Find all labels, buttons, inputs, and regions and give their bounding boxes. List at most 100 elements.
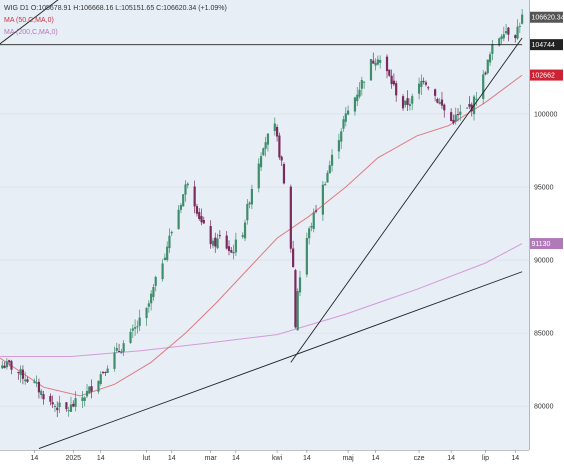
candle-up xyxy=(486,59,489,74)
candle-up xyxy=(257,163,260,189)
candle-up xyxy=(374,62,377,66)
candle-down xyxy=(225,235,228,249)
x-tick-label: 14 xyxy=(447,455,455,462)
candle-down xyxy=(202,220,205,224)
candle-up xyxy=(328,165,331,174)
candle-up xyxy=(35,382,38,384)
candle-up xyxy=(40,390,43,396)
candle-up xyxy=(122,343,125,352)
candle-down xyxy=(278,135,281,158)
candle-down xyxy=(424,82,428,85)
candle-up xyxy=(466,107,469,109)
candle-down xyxy=(392,80,395,85)
candle-up xyxy=(106,368,109,373)
candle-down xyxy=(422,81,425,83)
candle-up xyxy=(1,365,4,369)
candle-up xyxy=(182,194,185,207)
candle-up xyxy=(184,184,187,195)
candle-down xyxy=(450,112,453,121)
candle-down xyxy=(117,351,121,353)
x-tick-label: 14 xyxy=(30,455,38,462)
candle-up xyxy=(134,327,137,329)
candle-down xyxy=(390,75,393,85)
candle-down xyxy=(372,60,375,64)
candle-up xyxy=(74,398,77,407)
candle-down xyxy=(282,164,286,184)
ma200-line xyxy=(0,243,523,357)
price-badge-price xyxy=(530,11,563,23)
candle-up xyxy=(417,83,421,94)
candle-up xyxy=(211,240,215,246)
candle-up xyxy=(308,228,311,239)
candle-up xyxy=(67,410,70,412)
candle-up xyxy=(115,347,118,351)
candle-up xyxy=(120,351,123,354)
candle-down xyxy=(440,99,444,106)
candle-down xyxy=(218,235,221,237)
candle-up xyxy=(262,148,265,156)
candle-down xyxy=(401,96,405,109)
x-axis: 14 2025 14 lut 14 mar 14 kwi 14 maj 14 cze 14 lip 14 xyxy=(30,450,519,462)
y-tick-label: 95000 xyxy=(534,185,554,192)
candle-up xyxy=(99,374,102,385)
candle-up xyxy=(113,352,116,369)
candle-up xyxy=(298,277,302,293)
candle-up xyxy=(438,102,441,104)
price-badge-ma200 xyxy=(530,238,563,250)
candle-up xyxy=(376,59,379,65)
candle-down xyxy=(230,250,233,253)
candle-up xyxy=(177,209,180,230)
candle-up xyxy=(504,31,508,34)
candle-down xyxy=(292,248,295,268)
candle-up xyxy=(5,361,8,368)
candle-down xyxy=(193,186,196,207)
ma200-legend: MA (200,C,MA,0) xyxy=(4,29,58,36)
candle-up xyxy=(521,14,524,24)
candle-up xyxy=(69,404,73,412)
candle-up xyxy=(273,123,276,131)
candle-down xyxy=(10,361,13,370)
candle-down xyxy=(280,156,283,161)
candle-up xyxy=(266,133,270,145)
candle-up xyxy=(296,291,299,331)
x-tick-label: lut xyxy=(143,455,150,462)
candle-up xyxy=(502,34,505,39)
candle-up xyxy=(337,140,341,152)
price-badge-label: 104744 xyxy=(532,42,555,49)
candle-up xyxy=(154,276,157,286)
candle-up xyxy=(330,154,334,166)
candle-up xyxy=(216,238,219,249)
candle-up xyxy=(19,369,22,376)
candle-up xyxy=(145,307,148,319)
candle-up xyxy=(161,263,164,280)
candle-up xyxy=(136,326,139,328)
candle-up xyxy=(152,287,155,297)
candle-up xyxy=(369,59,373,81)
x-tick-label: kwi xyxy=(272,455,283,462)
candle-up xyxy=(312,212,315,229)
candle-up xyxy=(33,381,36,383)
chart-header: WIG D1 O:105678.91 H:106668.16 L:105151.… xyxy=(4,5,227,36)
candle-up xyxy=(234,239,237,253)
candle-up xyxy=(363,81,366,83)
candle-down xyxy=(275,127,279,137)
candle-up xyxy=(475,98,478,100)
candle-up xyxy=(259,156,263,168)
candle-down xyxy=(406,98,409,105)
candle-up xyxy=(353,97,357,112)
candle-down xyxy=(289,186,292,249)
symbol-info: WIG D1 O:105678.91 H:106668.16 L:105151.… xyxy=(4,5,227,12)
candle-down xyxy=(443,104,446,111)
candle-up xyxy=(163,257,166,261)
candle-up xyxy=(356,94,359,102)
x-tick-label: 14 xyxy=(372,455,380,462)
candle-down xyxy=(314,210,318,212)
candle-down xyxy=(101,372,105,374)
candle-up xyxy=(411,96,414,104)
candle-down xyxy=(468,103,471,107)
ma50-line xyxy=(0,74,523,397)
candle-down xyxy=(214,237,217,247)
candle-up xyxy=(516,26,519,39)
candle-up xyxy=(404,100,407,105)
